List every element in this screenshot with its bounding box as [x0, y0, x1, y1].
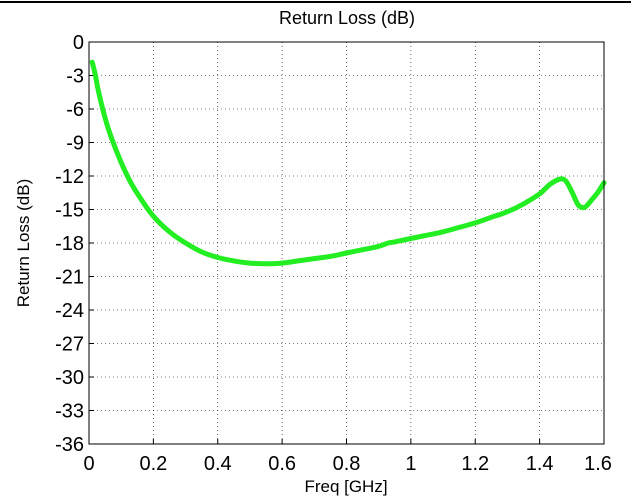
y-tick-label: -27 — [55, 334, 84, 356]
x-tick-label: 0.4 — [204, 453, 232, 475]
y-tick-labels: 0 -3 -6 -9 -12 -15 -18 -21 -24 -27 -30 -33 -36 — [55, 32, 84, 456]
y-tick-label: 0 — [73, 32, 84, 54]
y-tick-label: -12 — [55, 166, 84, 188]
y-tick-label: -30 — [55, 367, 84, 389]
x-tick-label: 1.6 — [584, 453, 612, 475]
series-layer — [89, 59, 607, 267]
y-tick-label: -33 — [55, 401, 84, 423]
x-tick-label: 1.4 — [526, 453, 554, 475]
return-loss-line — [89, 59, 607, 267]
y-axis-title: Return Loss (dB) — [14, 179, 33, 308]
x-tick-label: 0.8 — [333, 453, 361, 475]
x-tick-label: 0 — [83, 453, 94, 475]
x-tick-label: 0.6 — [268, 453, 296, 475]
y-tick-label: -9 — [66, 133, 84, 155]
y-tick-label: -6 — [66, 99, 84, 121]
y-tick-label: -3 — [66, 66, 84, 88]
x-tick-labels: 0 0.2 0.4 0.6 0.8 1 1.2 1.4 1.6 — [83, 453, 611, 475]
x-tick-label: 1 — [405, 453, 416, 475]
x-axis-title: Freq [GHz] — [304, 477, 387, 496]
y-tick-label: -21 — [55, 267, 84, 289]
plot-area-frame — [88, 41, 605, 445]
x-tick-label: 1.2 — [461, 453, 489, 475]
y-tick-label: -18 — [55, 233, 84, 255]
y-tick-label: -36 — [55, 434, 84, 456]
y-tick-label: -15 — [55, 200, 84, 222]
y-tick-label: -24 — [55, 300, 84, 322]
grid — [88, 41, 605, 445]
chart-title: Return Loss (dB) — [279, 8, 415, 28]
x-tick-label: 0.2 — [139, 453, 167, 475]
